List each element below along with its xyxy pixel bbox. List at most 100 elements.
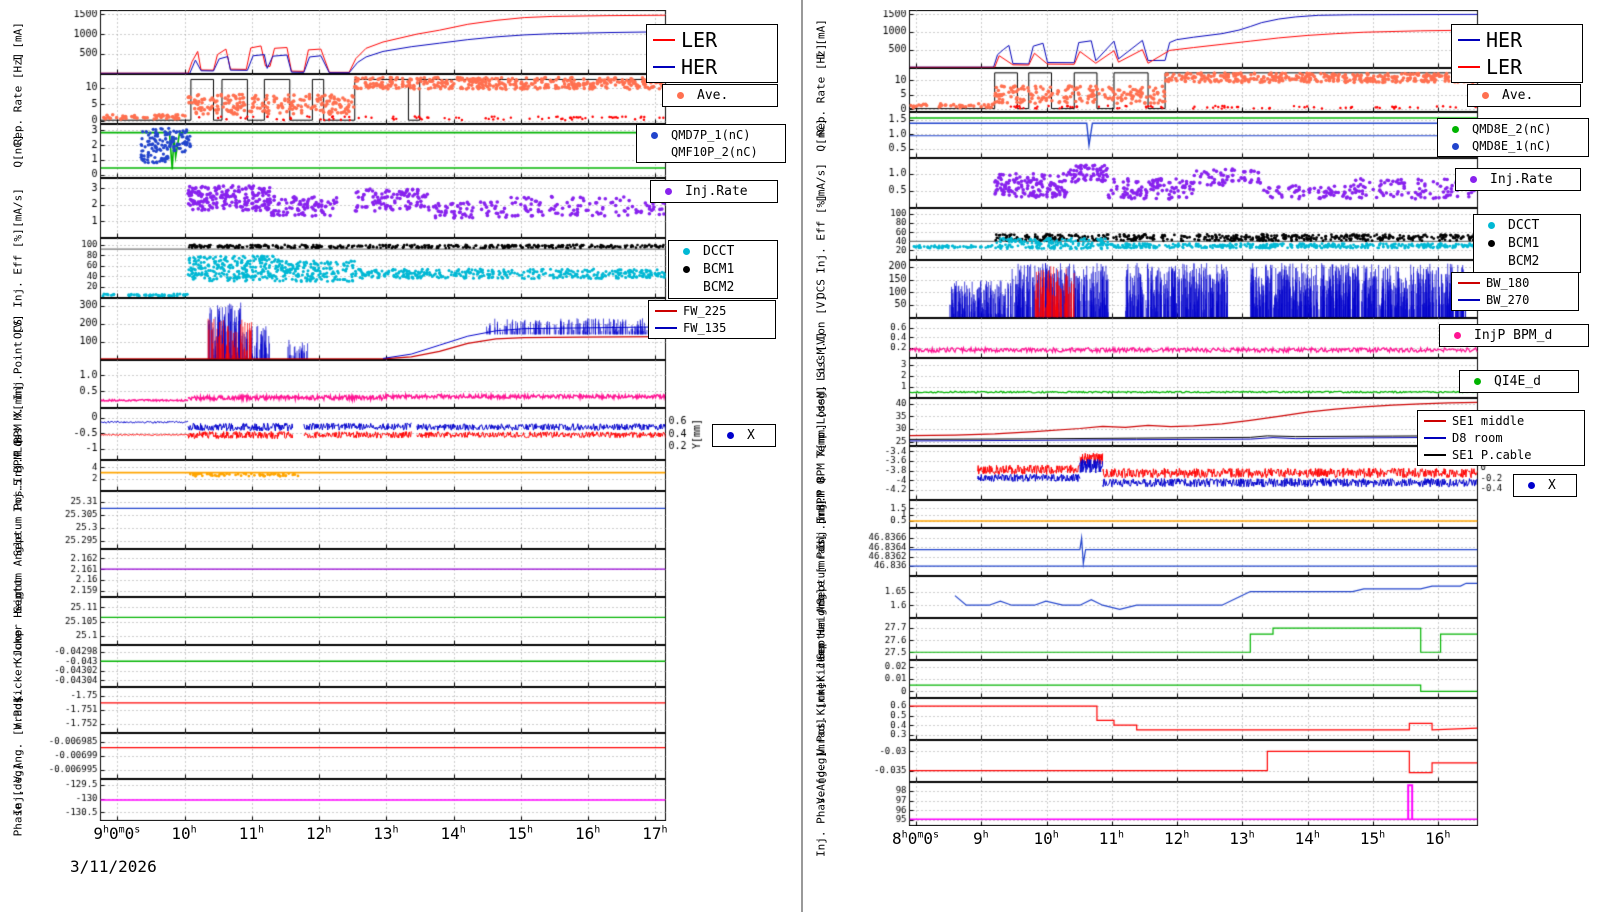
plot-canvas-inj-eff: [839, 208, 1606, 260]
subplot-phase: Inj. Phase [deg]: [803, 751, 1606, 857]
plot-canvas-rep-rate: [839, 68, 1606, 112]
plot-canvas-charge: [36, 124, 801, 178]
x-tick-label: 12h: [1164, 829, 1190, 848]
x-tick-label: 15h: [1359, 829, 1386, 848]
x-tick-label: 17h: [642, 824, 668, 843]
x-tick-label: 10h: [1033, 829, 1059, 848]
plot-canvas-beam-current: [839, 10, 1606, 68]
subplot-loss-inj-point: Loss M. Inj.Point [V]: [0, 314, 801, 454]
x-tick-label: 10h: [171, 824, 197, 843]
subplot-charge: Q[nC]: [803, 112, 1606, 158]
subplot-rep-rate: Rep. Rate [Hz]: [0, 52, 801, 146]
subplot-ocs-fw: OCS: [0, 298, 801, 360]
subplot-beam-current: I [mA]: [803, 10, 1606, 68]
x-tick-label: 15h: [507, 824, 534, 843]
x-tick-label: 12h: [305, 824, 332, 843]
plot-canvas-kicker-jump: [839, 660, 1606, 698]
strip-charts-ler: I [mA] Rep. Rate [Hz] Q[nC] [mA/s] Inj. Eff …: [0, 10, 801, 837]
plot-canvas-kicker-height: [36, 597, 801, 645]
x-tick-label: 13h: [373, 824, 399, 843]
plot-canvas-inj-eff: [36, 238, 801, 298]
subplot-kicker-jump: Kicker Jump: [0, 629, 801, 703]
subplot-septum-pos: Septum Pos. [mm]: [803, 499, 1606, 605]
x-tick-label: 9h0m0s: [93, 824, 141, 843]
plot-canvas-temp: [839, 398, 1606, 446]
panel-ler: I [mA] Rep. Rate [Hz] Q[nC] [mA/s] Inj. Eff …: [0, 0, 801, 912]
strip-charts-her: I [mA] Rep. Rate [Hz] Q[nC] [mA/s] Inj. Eff …: [803, 10, 1606, 857]
plot-canvas-rep-rate: [36, 74, 801, 124]
subplot-rep-rate: Rep. Rate [Hz]: [803, 43, 1606, 137]
panel-divider: [801, 0, 803, 912]
plot-canvas-phase: [36, 779, 801, 821]
subplot-charge: Q[nC]: [0, 124, 801, 178]
subplot-temp: Temp. [deg]: [803, 386, 1606, 458]
plot-canvas-septum-angle: [36, 549, 801, 597]
y-axis-label-inj-eff: Inj. Eff [%]: [814, 194, 828, 274]
plot-canvas-v-pos: [839, 698, 1606, 740]
subplot-septum-angle: Septum Angle [mrad]: [803, 534, 1606, 660]
plot-canvas-charge: [839, 112, 1606, 158]
subplot-inj-eff: Inj. Eff [%]: [0, 228, 801, 308]
subplot-septum-angle: Septum Angle: [0, 533, 801, 613]
subplot-v-ang: Inj. V.Ang. [mrad]: [0, 696, 801, 816]
subplot-kicker-height: Kicker Height: [0, 578, 801, 664]
plot-canvas-v-ang: [839, 740, 1606, 782]
panel-her: I [mA] Rep. Rate [Hz] Q[nC] [mA/s] Inj. Eff …: [803, 0, 1606, 912]
plot-canvas-phase: [839, 782, 1606, 826]
y-axis-label-charge: Q[nC]: [814, 118, 828, 152]
subplot-phase: Phase [deg]: [0, 763, 801, 837]
plot-canvas-septum-angle: [839, 576, 1606, 618]
plot-canvas-v-ang: [36, 733, 801, 779]
plot-canvas-inj-rate: [839, 158, 1606, 208]
plot-canvas-ocs-bw: [839, 260, 1606, 318]
plot-canvas-lossm-slc: [839, 358, 1606, 398]
x-axis-ler: 9h0m0s 10h 11h 12h 13h 14h 15h 16h 17h: [0, 821, 801, 855]
plot-canvas-loss-inj-point: [36, 360, 801, 408]
plot-canvas-inj-rate: [36, 178, 801, 238]
y-axis-label-charge: Q[nC]: [11, 134, 25, 168]
plot-canvas-injp-bpm-x: [36, 408, 801, 460]
subplot-injp-bpm-x: Inj.P BPM X[mm]: [803, 423, 1606, 523]
x-tick-label: 13h: [1229, 829, 1255, 848]
x-tick-label: 8h0m0s: [892, 829, 940, 848]
plot-canvas-lossm-ion: [839, 318, 1606, 358]
date-label: 3/11/2026: [70, 857, 157, 876]
y-axis-label-phase: Phase [deg]: [11, 763, 25, 837]
subplot-inj5-bpm-q: Inj.5 BPM Q: [0, 439, 801, 512]
subplot-v-ang: V.Ang. [mrad]: [803, 718, 1606, 804]
y-axis-label-rep-rate: Rep. Rate [Hz]: [814, 43, 828, 137]
x-axis-her: 8h0m0s 9h 10h 11h 12h 13h 14h 15h 16h: [803, 826, 1606, 860]
x-tick-label: 11h: [238, 824, 265, 843]
plot-canvas-v-pos: [36, 687, 801, 733]
subplot-septum-pos: Septum Pos.: [0, 484, 801, 556]
plot-canvas-kicker-jump: [36, 645, 801, 687]
subplot-ocs-bw: OCS: [803, 260, 1606, 318]
x-tick-label: 16h: [1425, 829, 1451, 848]
subplot-inj-eff: Inj. Eff [%]: [803, 194, 1606, 274]
subplot-lossm-ion: LossM.Ion [V]: [803, 295, 1606, 381]
x-tick-label: 9h: [972, 829, 989, 848]
subplot-kicker-jump: Kicker Jump: [803, 643, 1606, 715]
subplot-injp-bpm-x: Inj.P BPM X[mm]: [0, 384, 801, 484]
subplot-inj-rate: [mA/s]: [0, 178, 801, 238]
y-axis-label-rep-rate: Rep. Rate [Hz]: [11, 52, 25, 146]
x-tick-label: 14h: [1294, 829, 1320, 848]
y-axis-label-phase: Inj. Phase [deg]: [814, 751, 828, 857]
subplot-kicker-height: Kicker Height: [803, 596, 1606, 682]
x-tick-label: 11h: [1098, 829, 1125, 848]
subplot-beam-current: I [mA]: [0, 10, 801, 74]
subplot-lossm-slc: LossM. SLC [V]: [803, 332, 1606, 424]
plot-canvas-beam-current: [36, 10, 801, 74]
plot-canvas-septum-pos: [839, 528, 1606, 576]
x-tick-label: 16h: [574, 824, 601, 843]
plot-canvas-septum-pos: [36, 491, 801, 549]
subplot-inj-rate: [mA/s]: [803, 158, 1606, 208]
subplot-v-pos: V.Pos.: [0, 687, 801, 733]
y-axis-label-inj-eff: Inj. Eff [%]: [11, 228, 25, 308]
subplot-v-pos: V.Pos. [mm]: [803, 683, 1606, 755]
plot-canvas-kicker-height: [839, 618, 1606, 660]
y-axis-label-kicker-jump: Kicker Jump: [11, 629, 25, 703]
plot-canvas-inj5-bpm-q: [839, 500, 1606, 528]
subplot-inj5-bpm-q: Inj.5 BPM Q: [803, 478, 1606, 550]
